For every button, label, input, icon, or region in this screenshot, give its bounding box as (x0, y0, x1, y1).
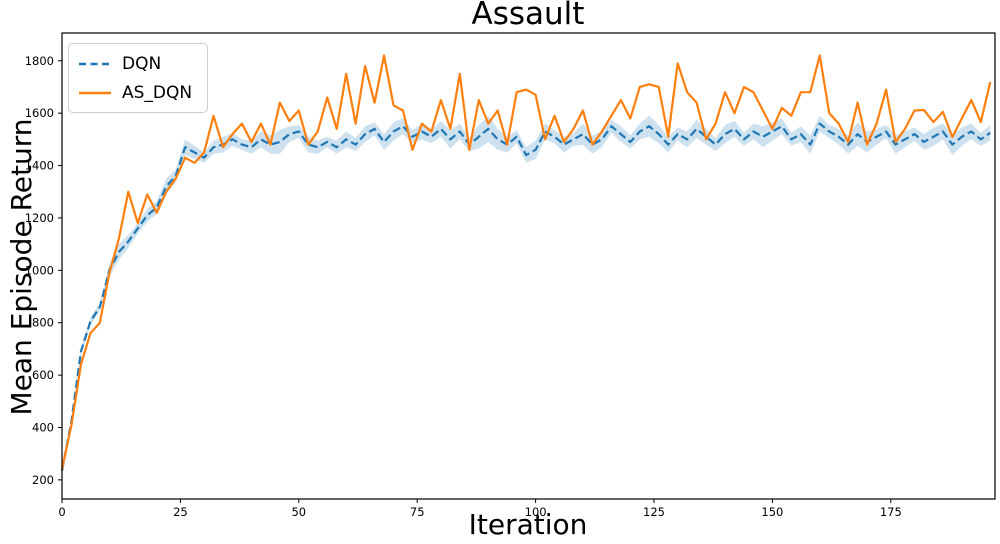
y-tick-label: 1600 (25, 106, 54, 120)
dqn-dashed-line-sample (79, 62, 111, 65)
legend-item-as-dqn: AS_DQN (78, 80, 192, 105)
x-axis-label: Iteration (468, 508, 588, 541)
dqn-line (60, 122, 991, 471)
y-tick-label: 1400 (25, 159, 54, 173)
plot-frame (61, 32, 996, 500)
y-tick-label: 400 (32, 420, 54, 434)
as-dqn-line (60, 54, 992, 470)
y-axis-label: Mean Episode Return (5, 118, 38, 416)
x-tick-label: 25 (173, 505, 188, 519)
x-tick-label: 150 (761, 505, 783, 519)
y-tick-label: 800 (32, 316, 54, 330)
y-tick-label: 1200 (25, 211, 54, 225)
y-tick-label: 600 (32, 368, 54, 382)
as-dqn-solid-line-sample (79, 91, 111, 94)
x-tick-label: 175 (880, 505, 902, 519)
legend: DQN AS_DQN (68, 43, 209, 113)
x-tick-label: 75 (410, 505, 425, 519)
dqn-confidence-band (62, 115, 991, 473)
x-tick-label: 50 (291, 505, 306, 519)
y-tick-label: 1800 (25, 54, 54, 68)
x-tick-label: 0 (58, 505, 65, 519)
y-tick-label: 200 (32, 473, 54, 487)
legend-label-as-dqn: AS_DQN (122, 82, 193, 103)
x-tick-label: 125 (643, 505, 665, 519)
x-tick-label: 100 (525, 505, 547, 519)
chart-title: Assault (471, 0, 585, 32)
legend-item-dqn: DQN (78, 51, 192, 76)
legend-label-dqn: DQN (122, 53, 162, 74)
y-tick-label: 1000 (25, 263, 54, 277)
